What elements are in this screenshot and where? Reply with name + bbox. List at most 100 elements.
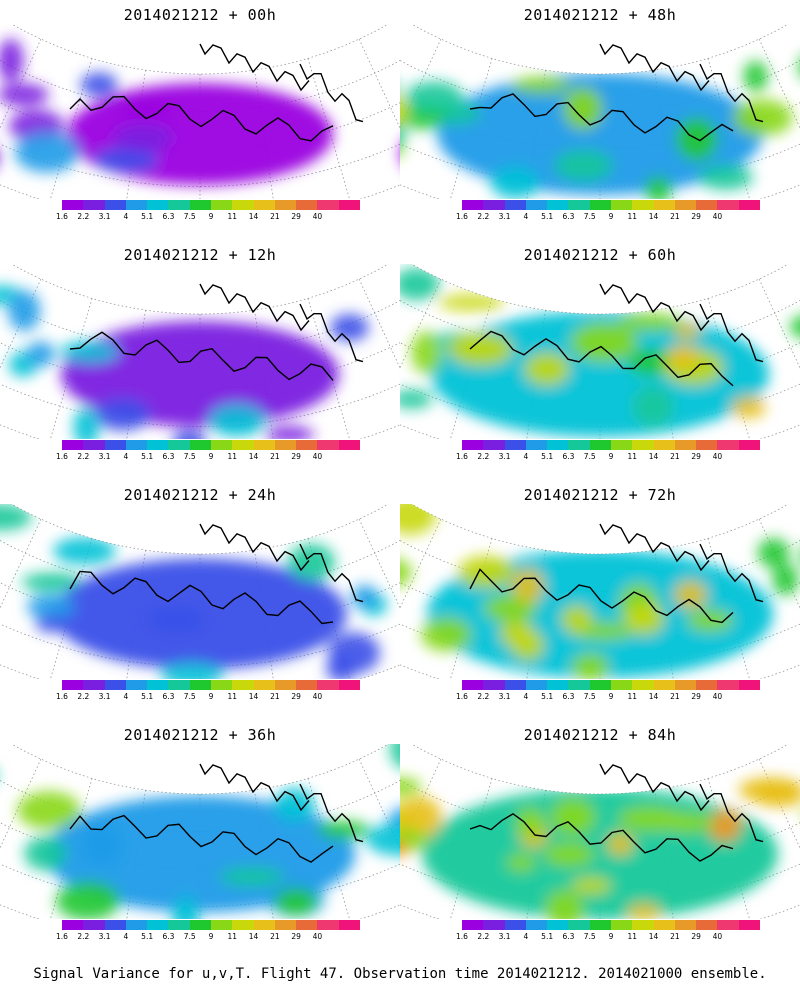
panel-title: 2014021212 + 48h bbox=[523, 6, 677, 24]
colorbar-swatch bbox=[232, 200, 254, 210]
colorbar-swatch bbox=[738, 920, 760, 930]
colorbar-swatch bbox=[674, 680, 697, 690]
colorbar-swatch bbox=[296, 680, 318, 690]
colorbar-swatch bbox=[338, 200, 360, 210]
colorbar-swatch bbox=[232, 920, 254, 930]
colorbar-swatch bbox=[125, 920, 148, 930]
colorbar-labels: 1.6 2.2 3.1 4 5.1 6.3 7.5 9 11 14 21 29 40 bbox=[56, 452, 360, 462]
colorbar-swatch bbox=[547, 200, 569, 210]
colorbar-swatch bbox=[83, 920, 105, 930]
colorbar-tick-label: 14 bbox=[648, 212, 659, 221]
colorbar-swatch bbox=[610, 440, 633, 450]
colorbar-tick-label: 29 bbox=[291, 212, 301, 221]
colorbar-swatch bbox=[125, 200, 148, 210]
colorbar-tick-label: 2.2 bbox=[77, 932, 90, 941]
colorbar-swatch bbox=[483, 920, 505, 930]
colorbar-tick-label: 21 bbox=[270, 212, 280, 221]
forecast-panel: 2014021212 + 48h 1.6 2.2 3.1 4 5.1 6.3 7.5 9 11 14… bbox=[400, 0, 800, 245]
colorbar-tick-label: 21 bbox=[670, 452, 680, 461]
variance-map bbox=[0, 24, 400, 199]
colorbar-tick-label: 4 bbox=[123, 212, 129, 221]
colorbar-tick-label: 40 bbox=[712, 452, 723, 461]
colorbar-swatch bbox=[168, 200, 190, 210]
forecast-panel: 2014021212 + 72h 1.6 2.2 3.1 4 5.1 6.3 7.5 9 11 14… bbox=[400, 480, 800, 725]
colorbar-swatch bbox=[525, 200, 548, 210]
colorbar-tick-label: 21 bbox=[670, 932, 680, 941]
variance-map bbox=[400, 24, 800, 199]
colorbar-swatch bbox=[210, 440, 233, 450]
colorbar-swatch bbox=[568, 680, 590, 690]
figure-caption: Signal Variance for u,v,T. Flight 47. Ob… bbox=[33, 966, 767, 982]
colorbar-tick-label: 14 bbox=[648, 692, 659, 701]
colorbar-swatch bbox=[547, 440, 569, 450]
variance-map bbox=[400, 504, 800, 679]
forecast-panel: 2014021212 + 36h 1.6 2.2 3.1 4 5.1 6.3 7.5 9 11 14… bbox=[0, 720, 400, 965]
colorbar-tick-label: 3.1 bbox=[498, 692, 511, 701]
colorbar-swatch bbox=[317, 200, 339, 210]
colorbar-swatch bbox=[274, 920, 297, 930]
colorbar-tick-label: 21 bbox=[670, 212, 680, 221]
colorbar-swatch bbox=[674, 920, 697, 930]
colorbar-tick-label: 11 bbox=[627, 932, 638, 941]
colorbar-swatch bbox=[274, 680, 297, 690]
colorbar-tick-label: 1.6 bbox=[56, 452, 68, 461]
colorbar-swatch bbox=[525, 680, 548, 690]
colorbar-tick-label: 7.5 bbox=[583, 692, 596, 701]
colorbar-tick-label: 40 bbox=[312, 212, 323, 221]
panel-title: 2014021212 + 60h bbox=[523, 246, 677, 264]
colorbar-swatch bbox=[525, 920, 548, 930]
colorbar-swatch bbox=[296, 440, 318, 450]
colorbar-tick-label: 1.6 bbox=[56, 692, 68, 701]
colorbar-swatch bbox=[253, 680, 275, 690]
colorbar-tick-label: 9 bbox=[608, 932, 614, 941]
colorbar-tick-label: 9 bbox=[208, 932, 214, 941]
colorbar-swatch bbox=[338, 920, 360, 930]
colorbar-tick-label: 40 bbox=[712, 932, 723, 941]
colorbar-tick-label: 7.5 bbox=[583, 932, 596, 941]
colorbar-swatch bbox=[232, 440, 254, 450]
colorbar-swatch bbox=[104, 920, 126, 930]
colorbar-swatch bbox=[189, 680, 211, 690]
colorbar-tick-label: 1.6 bbox=[456, 932, 468, 941]
colorbar-tick-label: 9 bbox=[208, 452, 214, 461]
variance-map bbox=[0, 744, 400, 919]
colorbar-swatch bbox=[253, 200, 275, 210]
forecast-panel: 2014021212 + 24h 1.6 2.2 3.1 4 5.1 6.3 7.5 9 11 14… bbox=[0, 480, 400, 725]
panel-title: 2014021212 + 00h bbox=[123, 6, 277, 24]
colorbar-swatch bbox=[568, 920, 590, 930]
colorbar-labels: 1.6 2.2 3.1 4 5.1 6.3 7.5 9 11 14 21 29 40 bbox=[456, 212, 760, 222]
colorbar-tick-label: 6.3 bbox=[562, 452, 575, 461]
colorbar-tick-label: 7.5 bbox=[583, 212, 596, 221]
colorbar-tick-label: 40 bbox=[312, 932, 323, 941]
colorbar-swatch bbox=[717, 680, 739, 690]
colorbar-swatch bbox=[462, 680, 484, 690]
colorbar-swatch bbox=[210, 680, 233, 690]
panel-title: 2014021212 + 24h bbox=[123, 486, 277, 504]
colorbar-tick-label: 21 bbox=[670, 692, 680, 701]
colorbar-labels: 1.6 2.2 3.1 4 5.1 6.3 7.5 9 11 14 21 29 40 bbox=[56, 692, 360, 702]
colorbar-tick-label: 7.5 bbox=[183, 212, 196, 221]
colorbar-tick-label: 29 bbox=[291, 452, 301, 461]
colorbar bbox=[62, 920, 360, 930]
colorbar-tick-label: 14 bbox=[248, 932, 259, 941]
colorbar-swatch bbox=[610, 920, 633, 930]
colorbar-tick-label: 4 bbox=[123, 452, 129, 461]
colorbar-swatch bbox=[696, 440, 718, 450]
colorbar-tick-label: 14 bbox=[248, 692, 259, 701]
colorbar-tick-label: 1.6 bbox=[456, 452, 468, 461]
colorbar-labels: 1.6 2.2 3.1 4 5.1 6.3 7.5 9 11 14 21 29 40 bbox=[56, 932, 360, 942]
colorbar-swatch bbox=[462, 920, 484, 930]
colorbar-tick-label: 2.2 bbox=[477, 452, 490, 461]
colorbar-swatch bbox=[189, 200, 211, 210]
colorbar-swatch bbox=[62, 200, 84, 210]
colorbar-tick-label: 3.1 bbox=[98, 212, 111, 221]
colorbar-swatch bbox=[210, 920, 233, 930]
colorbar-swatch bbox=[653, 440, 675, 450]
colorbar-swatch bbox=[168, 680, 190, 690]
colorbar-tick-label: 2.2 bbox=[77, 692, 90, 701]
colorbar-tick-label: 4 bbox=[523, 452, 529, 461]
colorbar-swatch bbox=[504, 680, 526, 690]
colorbar-swatch bbox=[104, 200, 126, 210]
colorbar-swatch bbox=[338, 680, 360, 690]
colorbar-tick-label: 7.5 bbox=[183, 452, 196, 461]
